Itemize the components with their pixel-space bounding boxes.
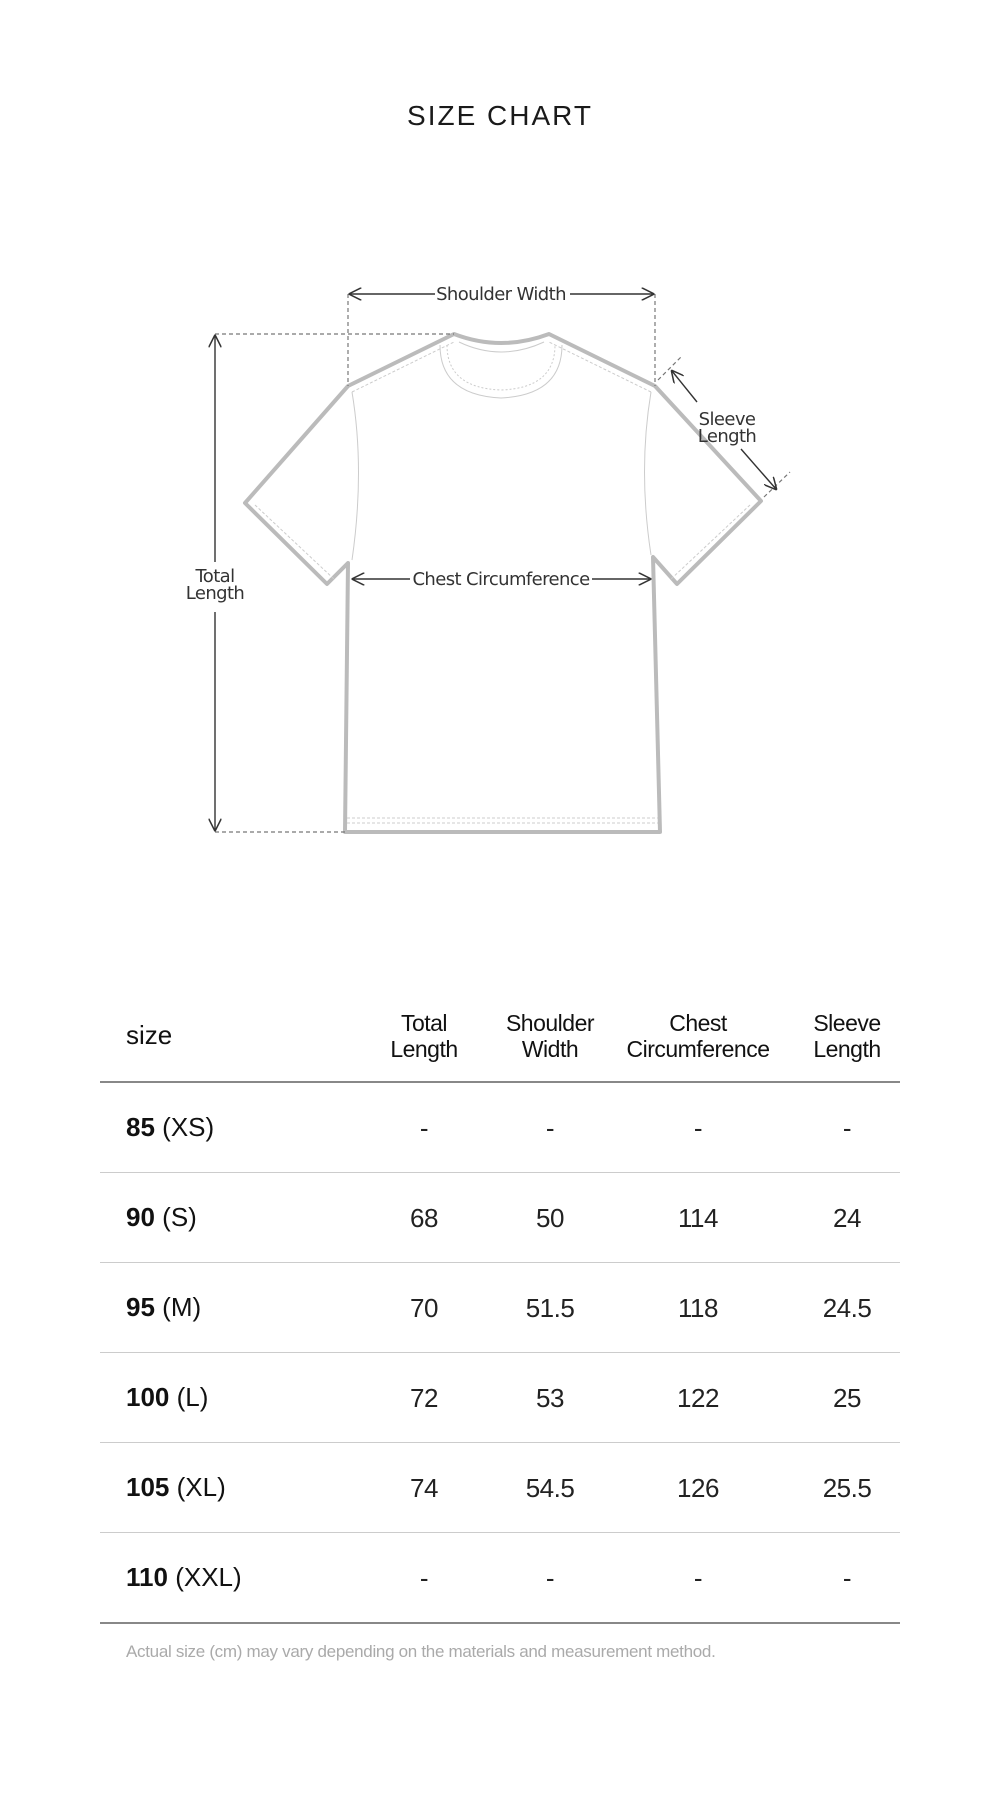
tshirt-measurement-diagram: Shoulder Width Total Length Chest Circum…	[186, 284, 791, 834]
header-chest-circumference: Chest Circumference	[602, 1010, 794, 1062]
size-label: (XL)	[176, 1472, 226, 1502]
total-length-cell: -	[419, 1562, 429, 1593]
tshirt-outline	[243, 332, 763, 834]
size-number: 90	[126, 1202, 155, 1232]
total-length-cell: 72	[410, 1382, 438, 1413]
size-cell: 90 (S)	[100, 1202, 350, 1233]
size-label: (L)	[176, 1382, 209, 1412]
total-length-cell: 74	[410, 1472, 438, 1503]
header-total-length: Total Length	[350, 1010, 498, 1062]
total-length-label-2: Length	[186, 583, 245, 604]
header-size: size	[126, 1020, 173, 1050]
size-number: 105	[126, 1472, 170, 1502]
total-length-cell: 68	[410, 1202, 438, 1233]
shoulder-width-cell: 51.5	[525, 1292, 575, 1323]
header-line: Length	[390, 1035, 458, 1062]
chest-circumference-cell: -	[693, 1562, 703, 1593]
measurement-arrows	[215, 294, 776, 830]
total-length-cell: 70	[410, 1292, 438, 1323]
chest-circumference-cell: 122	[677, 1382, 719, 1413]
table-row: 110 (XXL) - - - -	[100, 1533, 900, 1624]
chest-circumference-label: Chest Circumference	[412, 569, 590, 590]
size-label: (M)	[162, 1292, 202, 1322]
sleeve-length-label-2: Length	[698, 426, 757, 447]
chest-circumference-cell: 114	[678, 1202, 718, 1233]
size-label: (S)	[162, 1202, 197, 1232]
size-cell: 85 (XS)	[100, 1112, 350, 1143]
size-table: size Total Length Shoulder Width Chest Circ…	[100, 990, 900, 1624]
size-cell: 110 (XXL)	[100, 1562, 350, 1593]
shoulder-width-cell: 53	[536, 1382, 564, 1413]
chest-circumference-cell: -	[693, 1112, 703, 1143]
sleeve-arrow-top	[672, 371, 698, 403]
table-row: 95 (M) 70 51.5 118 24.5	[100, 1263, 900, 1353]
header-sleeve-length: Sleeve Length	[794, 1010, 900, 1062]
header-line: Total	[400, 1009, 448, 1036]
measurement-note: Actual size (cm) may vary depending on t…	[126, 1642, 716, 1661]
size-number: 85	[126, 1112, 155, 1142]
tshirt-details	[254, 341, 751, 824]
size-cell: 100 (L)	[100, 1382, 350, 1413]
sleeve-length-cell: 25	[833, 1382, 861, 1413]
table-row: 90 (S) 68 50 114 24	[100, 1173, 900, 1263]
sleeve-length-label-1: Sleeve	[699, 409, 756, 430]
header-shoulder-width: Shoulder Width	[498, 1010, 602, 1062]
chest-circumference-cell: 126	[677, 1472, 719, 1503]
size-label: (XS)	[162, 1112, 215, 1142]
shoulder-width-cell: -	[545, 1562, 555, 1593]
table-header: size Total Length Shoulder Width Chest Circ…	[100, 990, 900, 1083]
sleeve-length-cell: 24	[833, 1202, 861, 1233]
page-title: SIZE CHART	[407, 100, 593, 131]
sleeve-length-cell: -	[842, 1562, 852, 1593]
header-line: Shoulder	[505, 1009, 595, 1036]
sleeve-length-cell: -	[842, 1112, 852, 1143]
shoulder-width-cell: 54.5	[525, 1472, 575, 1503]
size-label: (XXL)	[175, 1562, 242, 1592]
size-number: 95	[126, 1292, 155, 1322]
header-line: Length	[813, 1035, 881, 1062]
table-row: 100 (L) 72 53 122 25	[100, 1353, 900, 1443]
guide-lines	[215, 294, 791, 833]
total-length-cell: -	[419, 1112, 429, 1143]
header-line: Width	[521, 1035, 579, 1062]
header-line: Chest	[669, 1009, 727, 1036]
table-row: 85 (XS) - - - -	[100, 1083, 900, 1173]
size-number: 110	[126, 1562, 168, 1592]
size-cell: 95 (M)	[100, 1292, 350, 1323]
shoulder-width-cell: -	[545, 1112, 555, 1143]
total-length-label-1: Total	[194, 566, 234, 587]
table-row: 105 (XL) 74 54.5 126 25.5	[100, 1443, 900, 1533]
shoulder-width-label: Shoulder Width	[436, 284, 566, 305]
size-number: 100	[126, 1382, 170, 1412]
sleeve-length-cell: 24.5	[822, 1292, 872, 1323]
size-cell: 105 (XL)	[100, 1472, 350, 1503]
header-line: Sleeve	[813, 1009, 881, 1036]
header-line: Circumference	[626, 1035, 770, 1062]
shoulder-width-cell: 50	[536, 1202, 564, 1233]
sleeve-length-cell: 25.5	[822, 1472, 872, 1503]
sleeve-arrow-bottom	[740, 448, 776, 489]
chest-circumference-cell: 118	[678, 1292, 718, 1323]
